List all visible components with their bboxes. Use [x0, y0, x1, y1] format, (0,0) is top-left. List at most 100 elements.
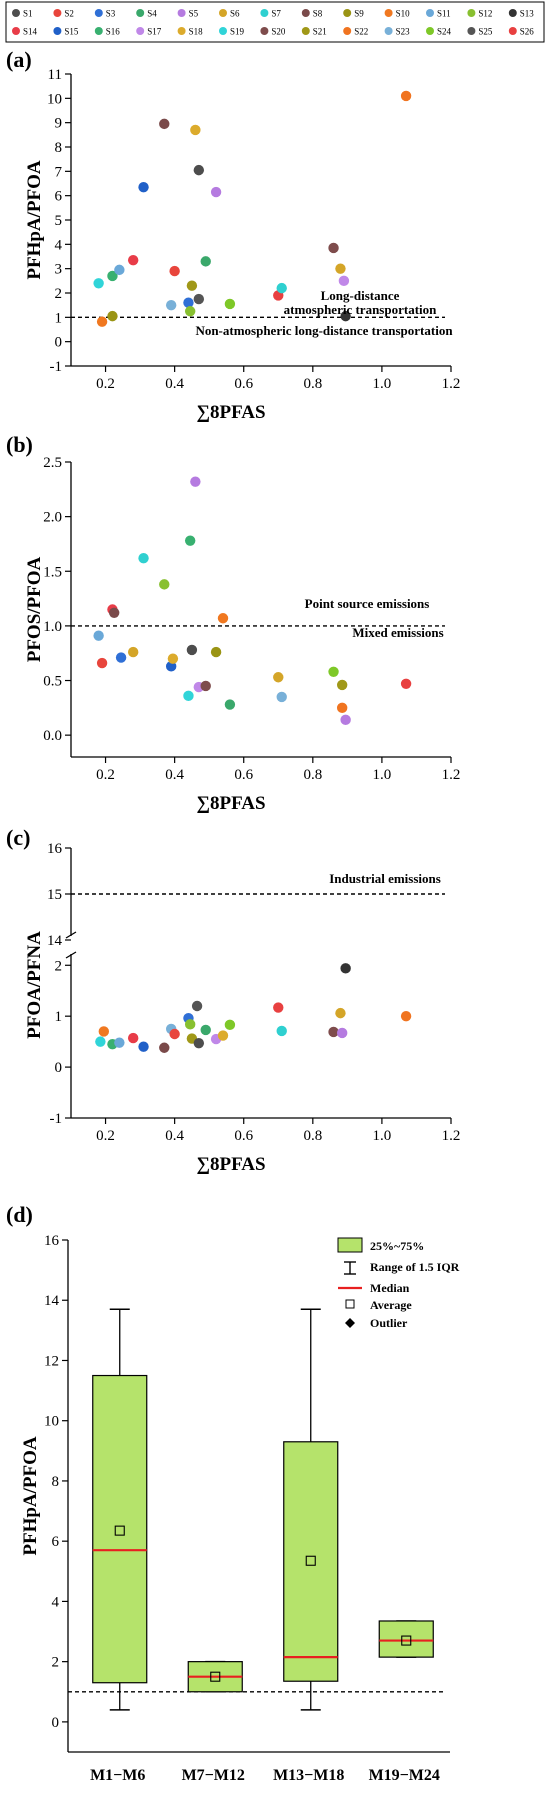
data-point [400, 1010, 412, 1022]
data-point [183, 690, 194, 702]
data-point [190, 124, 201, 136]
x-axis-label: ∑8PFAS [196, 793, 265, 814]
data-point [127, 646, 139, 658]
legend-label-S13: S13 [520, 9, 535, 19]
data-point [115, 652, 127, 663]
data-point [167, 653, 179, 664]
data-point [400, 90, 412, 102]
y-tick-label: 0 [55, 1060, 63, 1076]
annotation: Non-atmospheric long-distance transporta… [195, 323, 453, 338]
data-point [200, 1024, 211, 1036]
data-point [328, 242, 339, 254]
data-point [338, 275, 350, 287]
data-point [93, 630, 104, 641]
legend-marker-S10 [384, 9, 393, 17]
data-point [138, 1041, 149, 1052]
legend-label-S24: S24 [437, 27, 452, 37]
legend-marker-S13 [508, 9, 517, 17]
annotation: atmospheric transportation [284, 302, 438, 317]
x-axis-label: ∑8PFAS [196, 402, 265, 423]
legend-label-S19: S19 [230, 27, 245, 37]
legend-marker-S6 [219, 9, 227, 17]
x-tick-label: 1.0 [373, 767, 392, 783]
data-point [193, 1037, 205, 1049]
legend-outlier-symbol [345, 1318, 355, 1328]
data-point [108, 607, 120, 618]
x-tick-label: 0.8 [303, 376, 322, 392]
legend-label-S5: S5 [189, 9, 199, 19]
mean-marker [305, 1555, 316, 1566]
data-point [159, 118, 170, 130]
data-point [200, 680, 211, 692]
y-tick-label: 14 [44, 1293, 60, 1309]
y-tick-label: -1 [50, 1111, 63, 1127]
legend-label-S9: S9 [354, 9, 364, 19]
data-point [193, 164, 205, 176]
legend-marker-S7 [260, 9, 269, 17]
legend-label-S12: S12 [478, 9, 492, 19]
legend-label-S3: S3 [106, 9, 116, 19]
data-point [169, 1028, 180, 1040]
data-point [400, 678, 412, 689]
data-point [328, 666, 339, 677]
legend-label-S23: S23 [396, 27, 411, 37]
legend-marker-S15 [53, 27, 62, 35]
data-point [165, 299, 177, 311]
legend-label: Outlier [370, 1316, 408, 1330]
legend: S1 S2 S3 S4 S5 S6 S7 S8 S9 S10 S11 S12 S13 S14 S15 S16 S… [5, 1, 545, 43]
legend-label-S22: S22 [354, 27, 368, 37]
x-tick-label: 1.2 [442, 767, 461, 783]
data-point [224, 1019, 236, 1031]
legend-marker-S11 [426, 9, 434, 17]
legend-label-S10: S10 [396, 9, 411, 19]
legend-label-S17: S17 [147, 27, 162, 37]
data-point [107, 270, 118, 282]
x-tick-label: 0.6 [234, 376, 253, 392]
x-tick-label: 1.2 [442, 1128, 461, 1144]
panel-c: 14 15 16 -1 0 1 2 0.2 0.4 0.6 0.8 1.0 1.2 Industrial … [6, 825, 460, 1175]
y-tick-label: 1.0 [43, 619, 62, 635]
data-point [169, 265, 180, 277]
data-point [191, 1000, 203, 1012]
legend-label-S18: S18 [189, 27, 204, 37]
panel-a: -1 0 1 2 3 4 5 6 7 8 9 10 11 0.2 0.4 0.6 0.8 1.0 1.2 (a) ∑8P… [6, 47, 460, 423]
x-tick-label: 1.0 [373, 376, 392, 392]
data-point [200, 256, 211, 267]
data-point [340, 963, 351, 974]
legend-marker-S4 [136, 9, 145, 17]
legend-marker-S26 [508, 27, 517, 35]
legend-marker-S21 [301, 27, 310, 35]
data-point [159, 1042, 170, 1053]
legend-label: Average [370, 1298, 412, 1312]
y-tick-label: 1 [55, 310, 63, 326]
mean-marker [210, 1671, 221, 1682]
panel-label: (b) [6, 432, 33, 457]
data-point [276, 1025, 287, 1037]
y-tick-label: 12 [44, 1353, 59, 1369]
y-tick-label: 2 [55, 958, 63, 974]
y-axis-label: PFHpA/PFOA [20, 1436, 41, 1556]
data-point [98, 1026, 110, 1037]
legend-marker-S18 [177, 27, 186, 35]
x-tick-label: 1.0 [373, 1128, 392, 1144]
y-tick-label: 1.5 [43, 564, 62, 580]
legend-label: 25%~75% [370, 1239, 424, 1253]
legend-marker-S19 [219, 27, 227, 35]
legend-label-S4: S4 [147, 9, 157, 19]
data-point [276, 691, 287, 703]
y-axis-label: PFOS/PFOA [24, 556, 45, 662]
data-point [340, 310, 351, 322]
annotation: Long-distance [321, 288, 400, 303]
legend-mean-symbol [345, 1299, 355, 1309]
data-point [107, 310, 118, 322]
category-label: M19−M24 [369, 1767, 440, 1784]
legend-marker-S14 [12, 27, 20, 35]
data-point [273, 1002, 284, 1013]
category-label: M1−M6 [90, 1767, 145, 1784]
x-tick-label: 1.2 [442, 376, 461, 392]
data-point [328, 1026, 339, 1038]
data-point [127, 1032, 139, 1044]
annotation: Industrial emissions [329, 871, 441, 886]
box [283, 1441, 339, 1682]
